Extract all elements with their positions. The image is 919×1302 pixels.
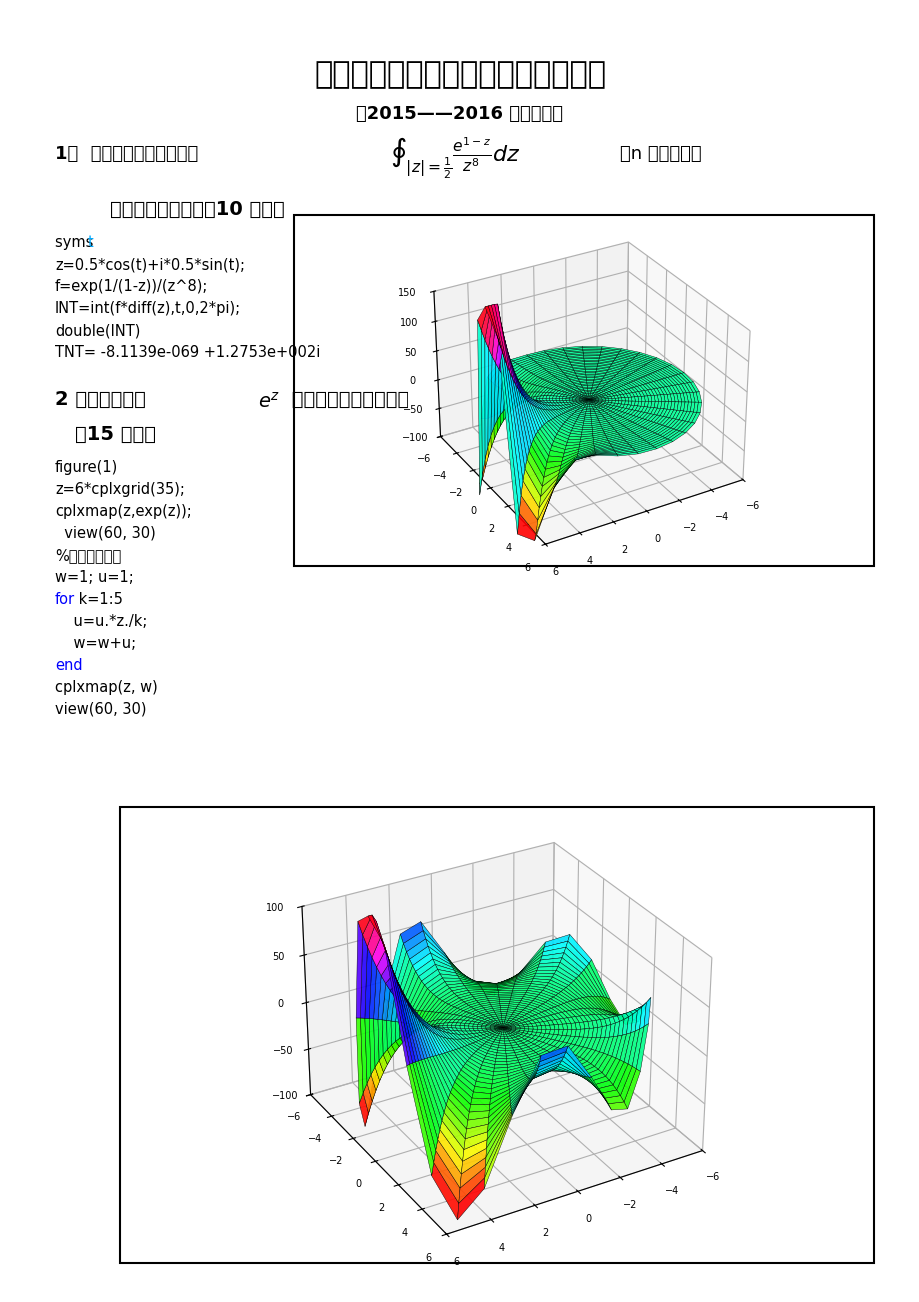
Text: for: for	[55, 592, 75, 607]
Text: %绘制泰勒展开: %绘制泰勒展开	[55, 548, 121, 562]
Text: z=0.5*cos(t)+i*0.5*sin(t);: z=0.5*cos(t)+i*0.5*sin(t);	[55, 256, 244, 272]
Text: $\oint_{|z|=\frac{1}{2}} \frac{e^{1-z}}{z^8} dz$: $\oint_{|z|=\frac{1}{2}} \frac{e^{1-z}}{…	[390, 135, 520, 181]
Text: $e^z$: $e^z$	[257, 392, 280, 411]
Text: 的图形和其泰勒展开的图形(其中   为复数): 的图形和其泰勒展开的图形(其中 为复数)	[285, 391, 529, 409]
Text: 2 绘制指数函数: 2 绘制指数函数	[55, 391, 146, 409]
Text: cplxmap(z,exp(z));: cplxmap(z,exp(z));	[55, 504, 191, 519]
Text: z=6*cplxgrid(35);: z=6*cplxgrid(35);	[55, 482, 185, 497]
Text: syms: syms	[55, 234, 98, 250]
Text: t: t	[87, 234, 93, 250]
Text: f=exp(1/(1-z))/(z^8);: f=exp(1/(1-z))/(z^8);	[55, 279, 208, 294]
Text: w=w+u;: w=w+u;	[55, 635, 136, 651]
Text: view(60, 30): view(60, 30)	[55, 702, 146, 717]
Text: double(INT): double(INT)	[55, 323, 141, 339]
Text: cplxmap(z, w): cplxmap(z, w)	[55, 680, 157, 695]
Text: TNT= -8.1139e-069 +1.2753e+002i: TNT= -8.1139e-069 +1.2753e+002i	[55, 345, 320, 359]
Text: u=u.*z./k;: u=u.*z./k;	[55, 615, 147, 629]
Text: view(60, 30): view(60, 30)	[55, 526, 155, 542]
Text: end: end	[55, 658, 83, 673]
Text: （n 为自然数）: （n 为自然数）	[619, 145, 701, 163]
Text: （15 分）。: （15 分）。	[75, 424, 156, 444]
Text: figure(1): figure(1)	[55, 460, 119, 475]
Text: INT=int(f*diff(z),t,0,2*pi);: INT=int(f*diff(z),t,0,2*pi);	[55, 301, 241, 316]
Text: k=1:5: k=1:5	[74, 592, 123, 607]
Text: 数学物理建模与计算机仿真考试试题: 数学物理建模与计算机仿真考试试题	[313, 60, 606, 89]
Text: （2015——2016 第一学期）: （2015——2016 第一学期）	[357, 105, 563, 122]
Text: 积分方向为正方向（10 分）。: 积分方向为正方向（10 分）。	[110, 201, 285, 219]
Text: 1、  计算机仿真计算积分：: 1、 计算机仿真计算积分：	[55, 145, 198, 163]
Text: w=1; u=1;: w=1; u=1;	[55, 570, 133, 585]
